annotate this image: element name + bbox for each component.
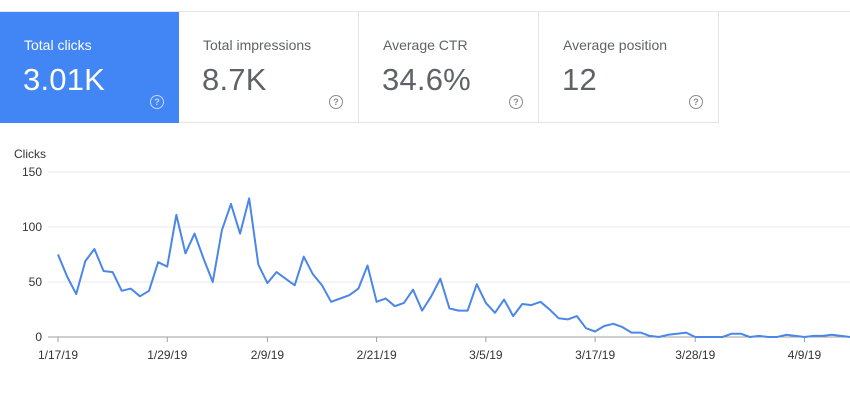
clicks-chart: Clicks 0 50 100 150 1/17/19 1/29/19 2/9/19 2/2… [0,140,850,380]
y-tick-labels: 0 50 100 150 [22,165,42,344]
x-tick-labels: 1/17/19 1/29/19 2/9/19 2/21/19 3/5/19 3/17/19… [38,337,822,362]
card-average-ctr[interactable]: Average CTR 34.6% ? [359,12,539,123]
help-circle-icon[interactable]: ? [150,95,164,109]
y-tick-label: 50 [29,275,43,289]
x-tick-label: 2/21/19 [357,348,397,362]
card-total-impressions[interactable]: Total impressions 8.7K ? [179,12,359,123]
series-line-clicks [57,197,850,338]
help-circle-icon[interactable]: ? [509,95,523,109]
card-label: Average position [563,37,668,53]
card-value: 3.01K [23,62,106,97]
x-tick-label: 1/29/19 [147,348,187,362]
help-circle-icon[interactable]: ? [689,95,703,109]
x-tick-label: 4/9/19 [788,348,822,362]
y-tick-label: 150 [22,165,42,179]
gridlines [48,171,850,338]
card-label: Total clicks [24,37,92,53]
top-divider [0,11,850,12]
y-tick-label: 0 [35,330,42,344]
card-value: 8.7K [202,62,267,97]
card-label: Total impressions [203,37,312,53]
card-label: Average CTR [383,37,468,53]
x-tick-label: 3/28/19 [675,348,715,362]
x-tick-label: 3/17/19 [575,348,615,362]
help-circle-icon[interactable]: ? [329,95,343,109]
card-value: 12 [562,62,597,97]
x-tick-label: 1/17/19 [38,348,78,362]
x-tick-label: 2/9/19 [251,348,285,362]
metric-cards: Total clicks 3.01K ? Total impressions 8… [0,12,719,123]
y-tick-label: 100 [22,220,42,234]
x-tick-label: 3/5/19 [469,348,503,362]
card-total-clicks[interactable]: Total clicks 3.01K ? [0,12,179,123]
clicks-line-chart: Clicks 0 50 100 150 1/17/19 1/29/19 2/9/19 2/2… [14,147,850,362]
card-value: 34.6% [382,62,471,97]
card-average-position[interactable]: Average position 12 ? [539,12,719,123]
y-axis-label: Clicks [14,147,46,161]
